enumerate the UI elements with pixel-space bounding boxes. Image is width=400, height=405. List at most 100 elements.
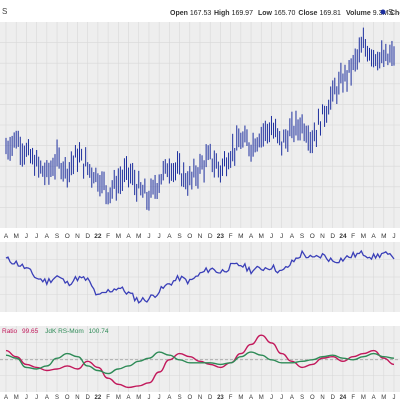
x-tick-label-bottom: S: [300, 395, 304, 400]
corner-label: S: [2, 7, 7, 16]
x-tick-label: M: [381, 233, 386, 240]
x-tick-label-bottom: J: [158, 395, 161, 400]
x-tick-label: M: [116, 233, 121, 240]
ohlc-item-chg: Chg+2: [390, 10, 400, 17]
x-tick-label-bottom: F: [229, 395, 233, 400]
ohlc-value: 169.81: [319, 10, 341, 17]
ohlc-item-close: Close 169.81: [298, 10, 341, 17]
x-tick-label-bottom: J: [280, 395, 283, 400]
x-tick-label-bottom: M: [136, 395, 141, 400]
x-tick-label-bottom: M: [381, 395, 386, 400]
rrg-legend-text: Ratio 99.65 JdK RS-Mom 100.74: [2, 328, 109, 335]
x-tick-label-bottom: A: [290, 395, 294, 400]
ohlc-readout: Open 167.53 High 169.97 Low 165.70 Close 169.81…: [170, 10, 400, 17]
ohlc-label: Volume: [346, 10, 371, 17]
x-tick-label-bottom: F: [106, 395, 110, 400]
x-tick-label: O: [65, 233, 70, 240]
x-tick-label-bottom: F: [351, 395, 355, 400]
x-tick-label-bottom: N: [75, 395, 79, 400]
x-tick-label-bottom: A: [249, 395, 253, 400]
x-tick-label: A: [249, 233, 254, 240]
rs-momentum-line: [5, 351, 395, 375]
rs-ratio-line: [5, 334, 395, 389]
x-axis-labels-bottom: A M J J A S O N D 22 F M A M J J A S O N D 23 F M A M J J A S O N D 24 F M A…: [4, 395, 396, 401]
x-tick-label: N: [75, 233, 80, 240]
x-tick-label: A: [4, 233, 9, 240]
x-axis-labels: A M J J A S O N D 22 F M A M J J A S O N D 23 F M A M J J A S O N D 24 F M A…: [4, 233, 396, 240]
x-tick-label-bottom: 22: [95, 395, 102, 400]
x-tick-label: M: [13, 233, 18, 240]
x-tick-label-bottom: J: [393, 395, 396, 400]
ohlc-label: Low: [258, 10, 273, 17]
x-tick-label-bottom: M: [14, 395, 19, 400]
ratio-series-line: [5, 249, 395, 304]
rs-ratio-legend-label: Ratio: [2, 328, 18, 335]
x-tick-label-bottom: N: [320, 395, 324, 400]
x-tick-label: M: [238, 233, 243, 240]
x-tick-label: F: [351, 233, 355, 240]
x-tick-label: A: [45, 233, 50, 240]
x-tick-label: O: [310, 233, 315, 240]
ohlc-label: High: [214, 10, 230, 17]
x-tick-label-bottom: J: [147, 395, 150, 400]
x-tick-label-bottom: O: [187, 395, 192, 400]
x-tick-label-bottom: M: [238, 395, 243, 400]
ohlc-value: 165.70: [274, 10, 296, 17]
x-tick-label: J: [280, 233, 283, 240]
ohlc-label: Chg: [390, 10, 400, 17]
x-tick-label: A: [290, 233, 295, 240]
x-tick-label: M: [259, 233, 264, 240]
x-tick-label-bottom: D: [86, 395, 91, 400]
x-tick-label-bottom: J: [25, 395, 28, 400]
rs-ratio-legend-value: 99.65: [22, 328, 39, 335]
x-tick-label-bottom: A: [167, 395, 171, 400]
x-tick-label: D: [85, 233, 90, 240]
x-tick-label: S: [300, 233, 305, 240]
x-tick-label-bottom: J: [270, 395, 273, 400]
x-tick-label-bottom: 24: [340, 395, 347, 400]
x-tick-label-bottom: S: [178, 395, 182, 400]
x-tick-label-bottom: S: [55, 395, 59, 400]
rrg-panel: Ratio 99.65 JdK RS-Mom 100.74: [0, 326, 400, 392]
ratio-panel: [0, 242, 400, 312]
x-tick-label: 23: [217, 233, 225, 240]
rrg-grid: [0, 326, 400, 392]
x-tick-label: J: [35, 233, 38, 240]
rrg-legend: Ratio 99.65 JdK RS-Mom 100.74: [2, 328, 109, 335]
ohlc-value: 9.3M: [373, 10, 389, 17]
x-tick-label-bottom: M: [259, 395, 264, 400]
price-grid: [0, 22, 400, 228]
x-tick-label-bottom: M: [116, 395, 121, 400]
legend-marker-dot-icon: [380, 9, 386, 15]
x-tick-label-bottom: A: [4, 395, 8, 400]
x-tick-label-bottom: J: [35, 395, 38, 400]
ratio-grid: [0, 242, 400, 312]
x-tick-label: F: [106, 233, 110, 240]
ohlc-item-open: Open 167.53: [170, 10, 211, 17]
x-tick-label: A: [371, 233, 376, 240]
x-tick-label: A: [167, 233, 172, 240]
x-tick-label-bottom: O: [65, 395, 70, 400]
x-tick-label: J: [25, 233, 28, 240]
ohlc-value: 167.53: [190, 10, 212, 17]
x-tick-label: O: [187, 233, 192, 240]
x-tick-label: D: [330, 233, 335, 240]
x-tick-label: J: [270, 233, 273, 240]
x-tick-label-bottom: N: [198, 395, 202, 400]
x-tick-label: F: [229, 233, 233, 240]
ohlc-item-high: High 169.97: [214, 10, 253, 17]
rs-momentum-legend-value: 100.74: [89, 328, 109, 335]
x-tick-label: J: [392, 233, 395, 240]
x-tick-label-bottom: D: [208, 395, 213, 400]
ohlc-item-volume: Volume 9.3M: [346, 10, 388, 17]
x-tick-label: D: [208, 233, 213, 240]
x-tick-label: J: [158, 233, 161, 240]
x-tick-label: S: [55, 233, 60, 240]
legend-marker-group: S: [380, 8, 393, 17]
x-tick-label-bottom: 23: [217, 395, 224, 400]
x-tick-label: S: [177, 233, 182, 240]
x-tick-label: J: [147, 233, 150, 240]
x-tick-label: N: [198, 233, 203, 240]
